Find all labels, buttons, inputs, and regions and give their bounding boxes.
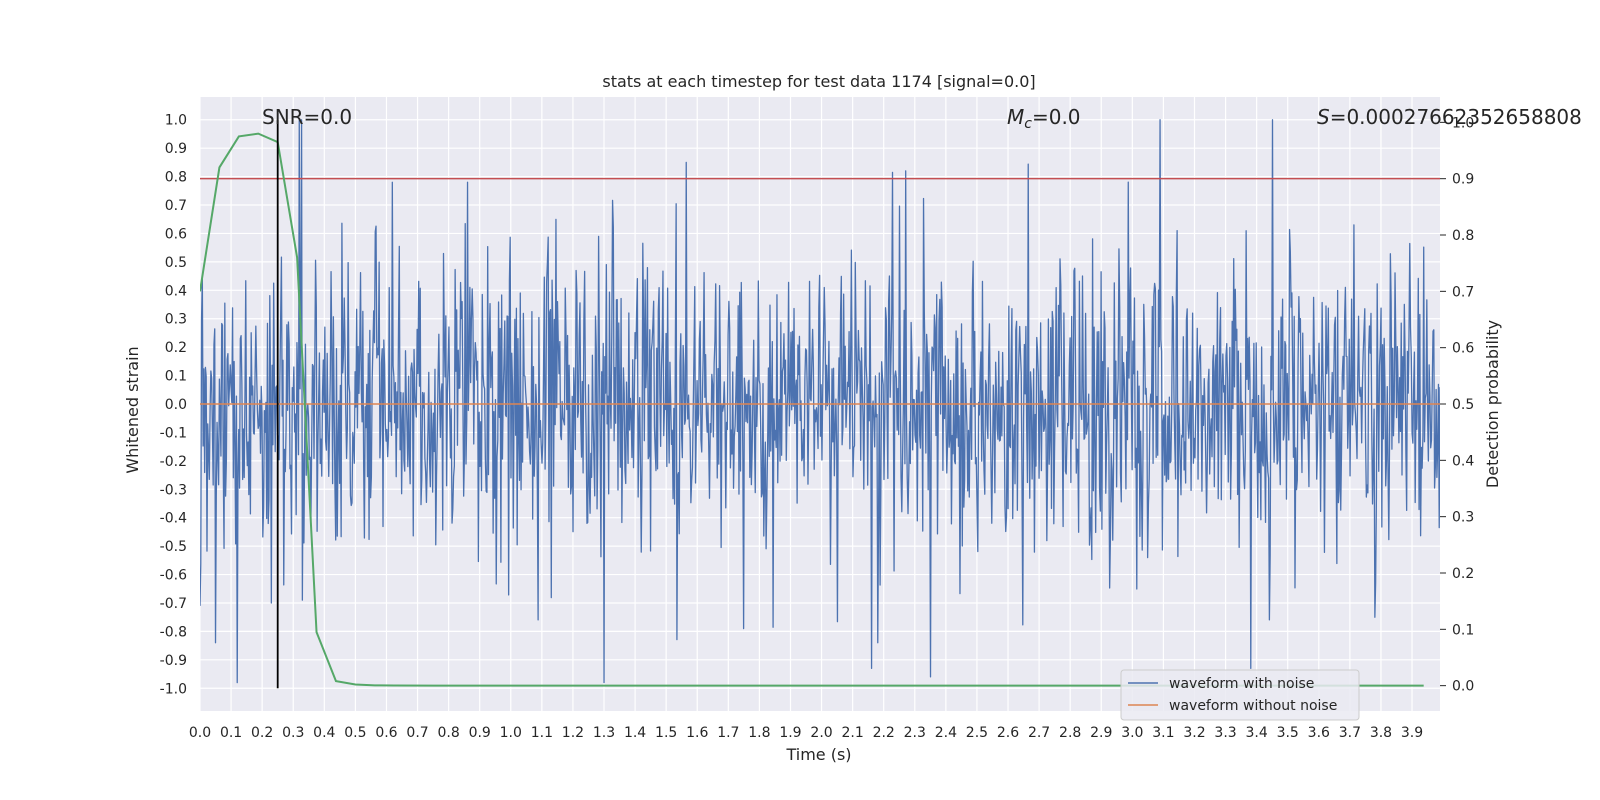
chart-title: stats at each timestep for test data 117…	[602, 72, 1035, 91]
x-tick-label: 3.2	[1183, 725, 1205, 741]
x-tick-label: 3.5	[1277, 725, 1299, 741]
y2-tick-label: 0.2	[1452, 566, 1474, 582]
x-tick-label: 0.0	[189, 725, 211, 741]
y-tick-label: 0.6	[165, 226, 187, 242]
x-tick-label: 2.3	[904, 725, 926, 741]
annotation-mc-symbol: M	[1007, 105, 1024, 129]
y-tick-label: -0.9	[160, 653, 187, 669]
y2-axis-label: Detection probability	[1483, 320, 1502, 488]
x-tick-label: 2.6	[997, 725, 1019, 741]
x-tick-label: 1.4	[624, 725, 646, 741]
y-tick-label: 0.2	[165, 340, 187, 356]
y-tick-label: 0.1	[165, 369, 187, 385]
x-tick-label: 1.7	[717, 725, 739, 741]
y-axis-label: Whitened strain	[123, 346, 142, 473]
y-tick-label: -0.4	[160, 511, 187, 527]
annotation-s-symbol: S	[1317, 105, 1330, 129]
x-tick-label: 3.6	[1308, 725, 1330, 741]
legend-label: waveform with noise	[1169, 676, 1314, 692]
x-axis-label: Time (s)	[785, 745, 851, 764]
y2-tick-label: 0.9	[1452, 172, 1474, 188]
y2-tick-label: 0.1	[1452, 622, 1474, 638]
y-tick-label: -0.5	[160, 539, 187, 555]
annotation-s-value: =0.00027662352658808	[1330, 105, 1582, 129]
y2-tick-label: 0.7	[1452, 284, 1474, 300]
x-tick-label: 3.3	[1214, 725, 1236, 741]
y2-tick-label: 1.0	[1452, 115, 1474, 131]
plot-area	[200, 119, 1440, 689]
y-tick-label: -0.8	[160, 624, 187, 640]
annotations: SNR=0.0 Mc=0.0 S=0.00027662352658808	[262, 105, 1582, 132]
legend-box	[1120, 669, 1360, 721]
y-tick-label: -0.3	[160, 482, 187, 498]
y-tick-label: 0.3	[165, 312, 187, 328]
legend: waveform with noise waveform without nois…	[1120, 669, 1360, 721]
series-waveform-with-noise	[200, 119, 1440, 684]
annotation-mc-sub: c	[1024, 116, 1032, 132]
x-tick-label: 1.9	[779, 725, 801, 741]
y-tick-label: 0.4	[165, 283, 187, 299]
y2-tick-label: 0.6	[1452, 341, 1474, 357]
x-tick-label: 1.2	[562, 725, 584, 741]
y-tick-label: 0.0	[165, 397, 187, 413]
x-tick-label: 1.0	[500, 725, 522, 741]
x-tick-label: 2.7	[1028, 725, 1050, 741]
axes: 0.0 0.1 0.2 0.3 0.4 0.5 0.6 0.7 0.8 0.9 1.0 1.1 1.2 1…	[160, 113, 1475, 741]
x-tick-label: 1.1	[531, 725, 553, 741]
x-tick-label: 0.1	[220, 725, 242, 741]
x-tick-label: 2.8	[1059, 725, 1081, 741]
x-tick-label: 0.3	[282, 725, 304, 741]
x-tick-label: 3.4	[1246, 725, 1268, 741]
y2-tick-label: 0.3	[1452, 510, 1474, 526]
x-tick-label: 2.4	[935, 725, 957, 741]
y-tick-label: -0.6	[160, 568, 187, 584]
x-tick-label: 2.2	[873, 725, 895, 741]
x-tick-label: 0.2	[251, 725, 273, 741]
x-tick-label: 0.8	[437, 725, 459, 741]
x-tick-label: 0.5	[344, 725, 366, 741]
x-tick-label: 3.7	[1339, 725, 1361, 741]
x-tick-label: 1.3	[593, 725, 615, 741]
annotation-mc: Mc=0.0	[1007, 105, 1081, 132]
y-tick-label: 0.8	[165, 170, 187, 186]
x-tick-label: 1.8	[748, 725, 770, 741]
x-tick-label: 2.9	[1090, 725, 1112, 741]
x-tick-label: 2.0	[810, 725, 832, 741]
y-tick-label: 0.9	[165, 141, 187, 157]
x-tick-label: 0.9	[469, 725, 491, 741]
x-tick-label: 1.6	[686, 725, 708, 741]
x-tick-label: 0.7	[406, 725, 428, 741]
x-tick-label: 1.5	[655, 725, 677, 741]
y-tick-label: 0.5	[165, 255, 187, 271]
x-tick-label: 2.5	[966, 725, 988, 741]
y-tick-label: -1.0	[160, 681, 187, 697]
x-tick-label: 0.4	[313, 725, 335, 741]
y2-tick-label: 0.0	[1452, 679, 1474, 695]
legend-label: waveform without noise	[1169, 698, 1337, 714]
x-tick-label: 3.8	[1370, 725, 1392, 741]
y-tick-label: -0.7	[160, 596, 187, 612]
y-tick-label: 0.7	[165, 198, 187, 214]
y-tick-label: -0.1	[160, 425, 187, 441]
series-detection-probability	[200, 132, 1424, 687]
y-tick-label: -0.2	[160, 454, 187, 470]
y-tick-label: 1.0	[165, 113, 187, 129]
x-tick-label: 0.6	[375, 725, 397, 741]
y2-tick-label: 0.5	[1452, 397, 1474, 413]
annotation-snr: SNR=0.0	[262, 105, 352, 129]
annotation-mc-value: =0.0	[1032, 105, 1081, 129]
x-tick-label: 3.0	[1121, 725, 1143, 741]
x-tick-label: 3.1	[1152, 725, 1174, 741]
y2-tick-label: 0.8	[1452, 228, 1474, 244]
y2-tick-label: 0.4	[1452, 453, 1474, 469]
x-tick-label: 2.1	[841, 725, 863, 741]
annotation-s: S=0.00027662352658808	[1317, 105, 1582, 129]
x-tick-label: 3.9	[1401, 725, 1423, 741]
